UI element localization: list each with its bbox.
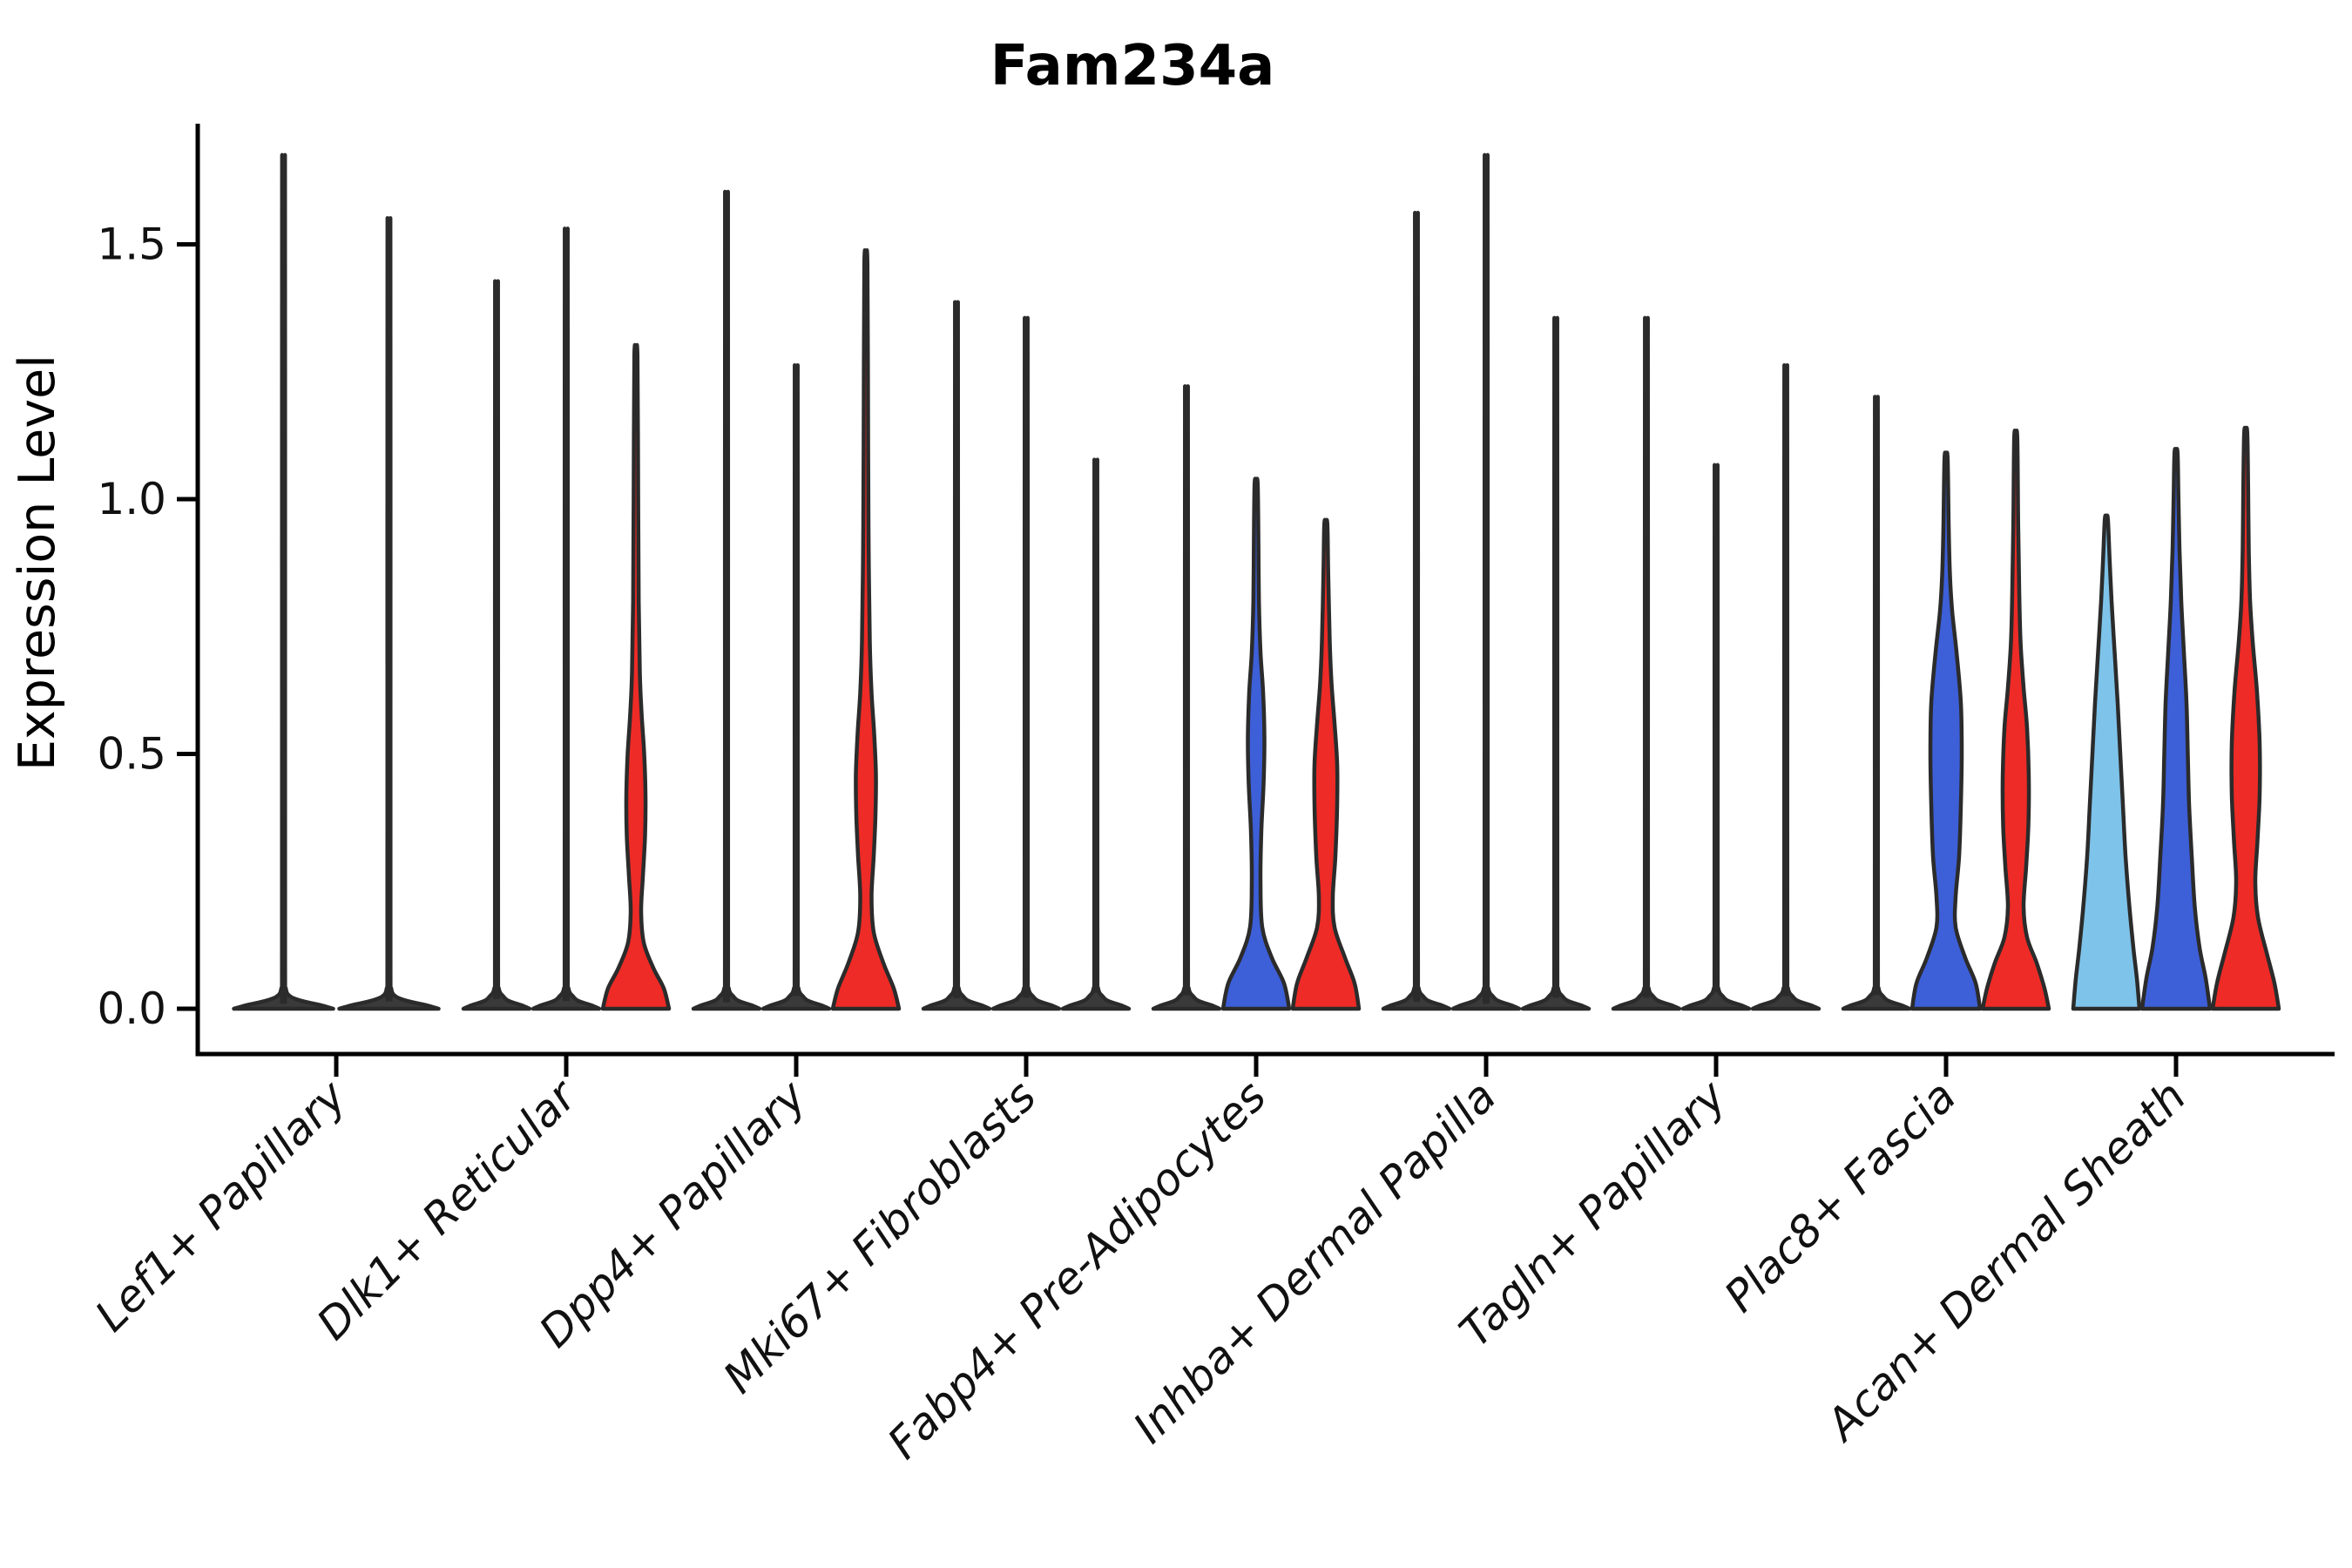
x-tick-label: Fabp4+ Pre-Adipocytes <box>878 1071 1276 1469</box>
violins-layer <box>232 152 2281 1011</box>
violin-group-9 <box>2071 425 2281 1011</box>
y-tick-label: 0.5 <box>97 729 166 780</box>
violin-group-5 <box>1151 384 1362 1011</box>
x-tick-label: Inhba+ Dermal Papilla <box>1124 1071 1505 1452</box>
violin-collapsed <box>1060 457 1132 1011</box>
violin-red <box>830 248 902 1011</box>
violin-red <box>1290 517 1362 1011</box>
violin-collapsed <box>760 363 832 1011</box>
y-tick-label: 1.5 <box>97 220 166 270</box>
violin-collapsed <box>1151 384 1222 1011</box>
violin-light_blue <box>2071 513 2142 1011</box>
violin-blue <box>1220 476 1292 1011</box>
violin-collapsed <box>1750 363 1821 1011</box>
x-tick-label: Lef1+ Papillary <box>85 1070 356 1341</box>
violin-collapsed <box>1520 315 1592 1011</box>
violin-collapsed <box>337 216 441 1011</box>
violin-collapsed <box>1381 211 1452 1011</box>
y-axis-label: Expression Level <box>9 355 66 771</box>
violin-group-2 <box>461 226 672 1011</box>
violin-collapsed <box>1680 463 1752 1011</box>
chart-title: Fam234a <box>990 34 1275 98</box>
violin-collapsed <box>531 226 602 1011</box>
violin-blue <box>1909 450 1983 1011</box>
violin-collapsed <box>232 152 335 1011</box>
violin-group-3 <box>691 189 902 1011</box>
violin-red <box>1980 429 2051 1011</box>
violin-blue <box>2139 447 2213 1011</box>
y-tick-label: 0.0 <box>97 983 166 1034</box>
violin-collapsed <box>691 189 762 1011</box>
violin-collapsed <box>1450 152 1522 1011</box>
violin-group-7 <box>1611 315 1821 1011</box>
violin-group-6 <box>1381 152 1592 1011</box>
violin-group-4 <box>921 300 1132 1011</box>
violin-collapsed <box>461 279 532 1011</box>
violin-group-1 <box>232 152 441 1011</box>
violin-collapsed <box>1611 315 1682 1011</box>
violin-collapsed <box>921 300 992 1011</box>
violin-red <box>2210 425 2281 1011</box>
violin-collapsed <box>1841 395 1912 1011</box>
x-tick-label: Plac8+ Fascia <box>1715 1071 1966 1321</box>
violin-group-8 <box>1841 395 2051 1011</box>
violin-red <box>600 342 672 1011</box>
y-tick-label: 1.0 <box>97 474 166 524</box>
violin-collapsed <box>990 315 1062 1011</box>
